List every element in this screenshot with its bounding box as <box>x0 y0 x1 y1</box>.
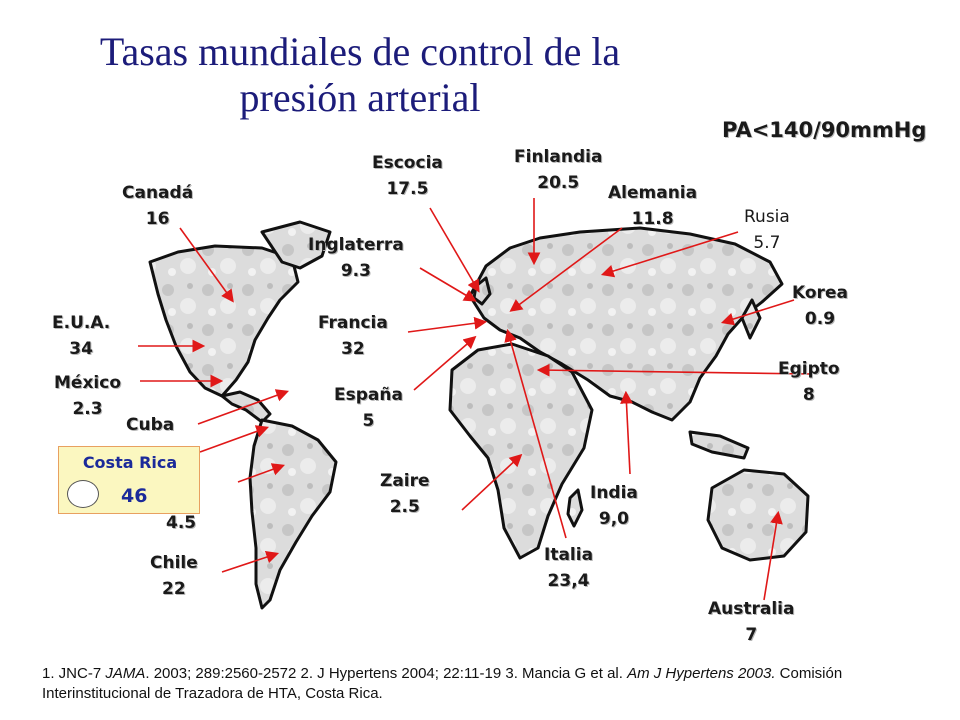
arrow-egipto <box>536 363 813 377</box>
label-francia: Francia 32 <box>318 313 388 359</box>
label-alemania: Alemania 11.8 <box>608 183 698 229</box>
indonesia-shape <box>688 430 750 460</box>
label-chile: Chile 22 <box>150 553 198 599</box>
madagascar-shape <box>566 488 584 528</box>
slide-title-line2: presión arterial <box>239 75 481 120</box>
arrow-korea <box>720 299 795 326</box>
arrow-cuba <box>197 389 290 425</box>
costa-rica-callout: Costa Rica 46 <box>58 446 200 514</box>
costa-rica-name: Costa Rica <box>82 453 178 472</box>
label-escocia: Escocia 17.5 <box>372 153 443 199</box>
arrow-zaire <box>461 453 523 511</box>
arrow-alemania <box>509 227 623 312</box>
north-america-shape <box>148 244 300 398</box>
label-inglaterra: Inglaterra 9.3 <box>308 235 404 281</box>
label-rusia: Rusia 5.7 <box>744 207 790 253</box>
arrow-escocia <box>429 207 480 293</box>
arrow-canada <box>179 227 234 303</box>
arrow-venezuela <box>237 463 286 483</box>
arrow-francia <box>407 316 488 333</box>
arrow-chile <box>221 550 280 573</box>
footnote-references: 1. JNC-7 JAMA. 2003; 289:2560-2572 2. J … <box>42 665 843 702</box>
label-espana: España 5 <box>334 385 403 431</box>
australia-shape <box>706 468 810 562</box>
label-mexico: México 2.3 <box>54 373 121 419</box>
arrow-india <box>620 390 633 475</box>
greenland-shape <box>260 220 332 270</box>
arrow-costarica <box>199 425 270 453</box>
label-eua: E.U.A. 34 <box>52 313 111 359</box>
arrow-espana <box>413 335 477 391</box>
bp-threshold-label: PA<140/90mmHg <box>722 118 927 142</box>
africa-shape <box>448 342 594 560</box>
arrow-rusia <box>600 231 739 278</box>
japan-shape <box>740 298 762 340</box>
arrow-australia <box>763 510 783 601</box>
institution-seal-icon <box>67 480 99 508</box>
label-korea: Korea 0.9 <box>792 283 848 329</box>
label-canada: Canadá 16 <box>122 183 194 229</box>
label-india: India 9,0 <box>590 483 638 529</box>
label-zaire: Zaire 2.5 <box>380 471 430 517</box>
label-italia: Italia 23,4 <box>544 545 594 591</box>
arrow-italia <box>504 328 567 539</box>
label-egipto: Egipto 8 <box>778 359 840 405</box>
south-america-shape <box>248 418 338 610</box>
label-australia: Australia 7 <box>708 599 795 645</box>
label-cuba: Cuba <box>126 415 175 435</box>
slide-title-line1: Tasas mundiales de control de la <box>99 29 621 74</box>
costa-rica-value: 46 <box>121 485 148 507</box>
arrow-inglaterra <box>419 267 477 302</box>
label-finlandia: Finlandia 20.5 <box>514 147 603 193</box>
